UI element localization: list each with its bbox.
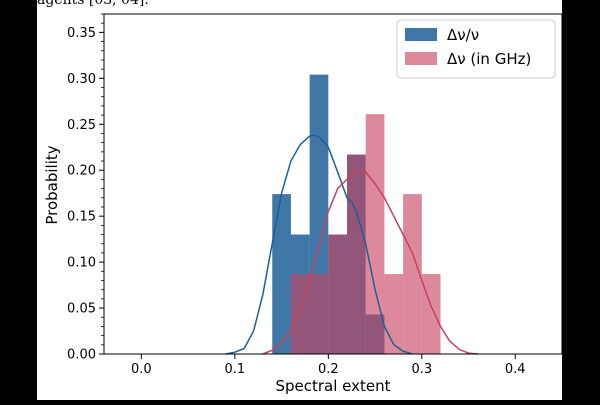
y-tick-label: 0.20: [67, 164, 96, 179]
y-tick-label: 0.25: [67, 118, 96, 133]
histogram-bar-series2: [328, 234, 348, 354]
x-tick-label: 0.2: [318, 362, 339, 377]
y-tick-label: 0.05: [67, 302, 96, 317]
figure-sheet: agents [03, 04]. 0.0 0.1 0.2 0.3 0.4 0.00 0.0…: [37, 0, 563, 400]
y-tick-label: 0.30: [67, 72, 96, 87]
y-tick-label: 0.00: [67, 348, 96, 363]
kde-curve-series1: [225, 134, 413, 355]
legend: Δν/ν Δν (in GHz): [396, 19, 556, 79]
histogram-bar-series2: [384, 274, 404, 354]
x-tick-label: 0.3: [411, 362, 432, 377]
histogram-bar-series2: [347, 154, 366, 354]
x-tick-label: 0.4: [505, 362, 526, 377]
kde-curve-series2: [262, 169, 478, 355]
histogram-chart: 0.0 0.1 0.2 0.3 0.4 0.00 0.05 0.10 0.15 0.20 0.25…: [43, 13, 563, 395]
y-axis: 0.00 0.05 0.10 0.15 0.20 0.25 0.30 0.35: [67, 13, 104, 363]
x-axis-label: Spectral extent: [275, 377, 390, 395]
y-tick-label: 0.35: [67, 26, 96, 41]
legend-label: Δν/ν: [447, 26, 479, 44]
page-header-fragment: agents [03, 04].: [37, 0, 149, 8]
y-tick-label: 0.15: [67, 210, 96, 225]
x-axis: 0.0 0.1 0.2 0.3 0.4: [131, 354, 526, 377]
y-tick-label: 0.10: [67, 256, 96, 271]
histogram-bar-series2: [309, 274, 329, 354]
x-tick-label: 0.1: [225, 362, 246, 377]
histogram-bar-series1: [272, 194, 291, 354]
histogram-bar-series2: [365, 114, 385, 354]
legend-swatch: [405, 52, 437, 65]
histogram-bars: [272, 74, 441, 354]
histogram-bar-series2: [403, 194, 422, 354]
y-axis-label: Probability: [43, 145, 61, 224]
x-tick-label: 0.0: [131, 362, 152, 377]
legend-label: Δν (in GHz): [447, 50, 531, 68]
kde-curves: [225, 134, 478, 355]
legend-swatch: [405, 28, 437, 41]
histogram-bar-series2: [290, 274, 310, 354]
